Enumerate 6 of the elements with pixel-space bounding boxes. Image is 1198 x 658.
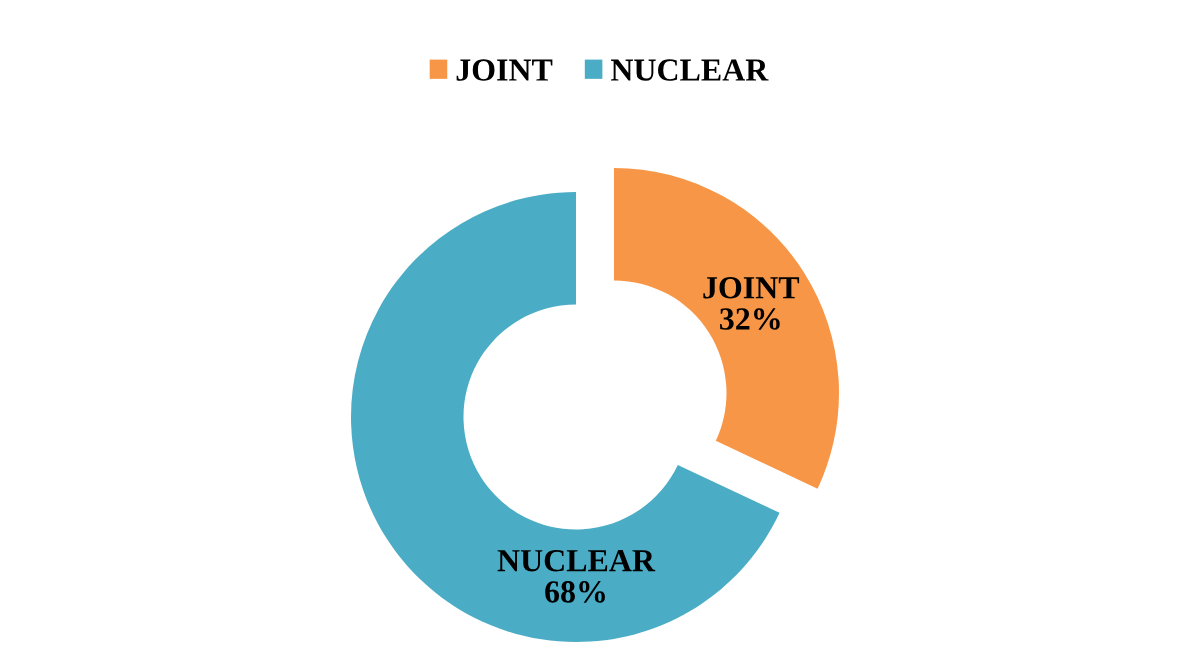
slice-label: JOINT bbox=[703, 277, 800, 299]
data-label: 68% bbox=[545, 581, 605, 603]
slice-label: NUCLEAR bbox=[497, 549, 656, 572]
legend-label: JOINT bbox=[456, 59, 553, 81]
legend-label: NUCLEAR bbox=[610, 59, 769, 81]
data-label: 32% bbox=[720, 308, 780, 330]
